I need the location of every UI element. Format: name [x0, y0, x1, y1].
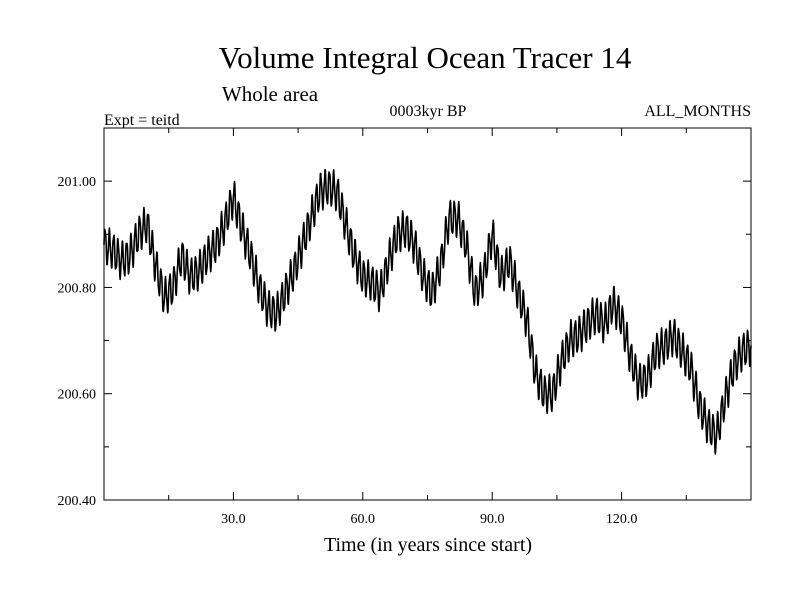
x-tick-label: 30.0 [221, 512, 246, 527]
x-tick-label: 90.0 [480, 512, 505, 527]
plot-frame [103, 127, 752, 501]
series-line-0 [103, 168, 752, 455]
x-tick-label: 120.0 [606, 512, 638, 527]
y-tick-label: 200.80 [58, 281, 97, 296]
x-tick-label: 60.0 [351, 512, 376, 527]
series-group [103, 168, 752, 455]
chart-subtitle: Whole area [222, 82, 319, 106]
ticks-group: 30.0 60.0 90.0 120.0 200.40 200.60 200.80 201.0… [58, 128, 751, 527]
y-tick-label: 200.60 [58, 388, 97, 403]
months-label: ALL_MONTHS [644, 103, 751, 120]
chart-title: Volume Integral Ocean Tracer 14 [219, 40, 632, 75]
expt-label: Expt = teitd [104, 112, 180, 129]
x-axis-label: Time (in years since start) [324, 534, 532, 556]
y-tick-label: 201.00 [58, 175, 97, 190]
period-label: 0003kyr BP [390, 103, 467, 120]
y-tick-label: 200.40 [58, 494, 97, 509]
